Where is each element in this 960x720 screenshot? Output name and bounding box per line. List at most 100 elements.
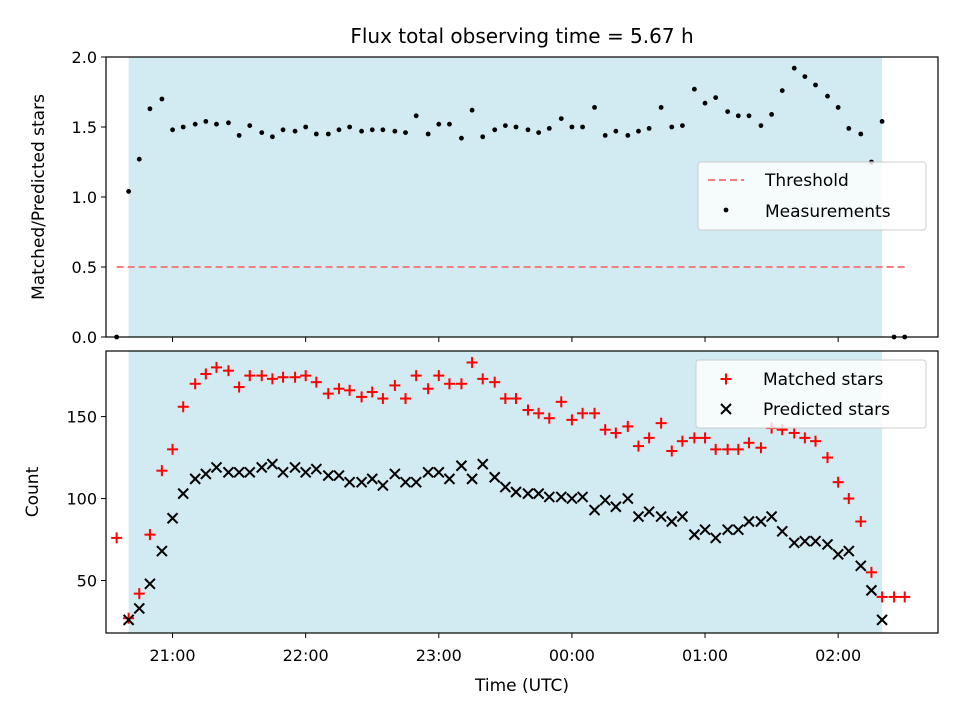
- matched-star-marker: [256, 370, 268, 382]
- matched-star-marker: [443, 378, 455, 390]
- measurement-point: [425, 131, 431, 137]
- measurement-point: [247, 123, 253, 128]
- count-y-tick-label: 50: [77, 572, 97, 591]
- matched-star-marker: [599, 424, 611, 436]
- predicted-star-marker: [721, 524, 734, 536]
- matched-star-marker: [233, 381, 245, 393]
- measurement-point: [779, 88, 785, 93]
- predicted-star-marker: [610, 501, 622, 513]
- predicted-star-marker-b: [676, 510, 689, 523]
- predicted-star-marker-b: [166, 512, 179, 524]
- measurement-point: [492, 127, 498, 133]
- predicted-star-marker-b: [343, 476, 356, 488]
- measurement-point: [835, 105, 841, 110]
- predicted-star-marker: [809, 535, 822, 547]
- matched-star-marker: [344, 384, 356, 396]
- predicted-star-marker-b: [688, 528, 701, 541]
- measurement-point: [447, 121, 452, 127]
- matched-star-marker: [589, 407, 601, 419]
- measurement-point: [746, 113, 752, 119]
- matched-star-marker: [400, 393, 412, 405]
- predicted-star-marker-b: [809, 535, 822, 547]
- predicted-star-marker-b: [522, 487, 534, 500]
- matched-star-marker: [377, 393, 389, 405]
- predicted-star-marker: [366, 473, 378, 485]
- matched-star-marker: [289, 371, 301, 383]
- predicted-star-marker: [399, 476, 412, 488]
- matched-star-marker: [888, 591, 900, 603]
- predicted-star-marker: [655, 510, 667, 523]
- ratio-y-axis-ticks: 0.0 0.5 1.0 1.5 2.0: [72, 48, 106, 347]
- matched-star-marker: [755, 442, 767, 454]
- predicted-star-marker: [776, 525, 788, 538]
- predicted-star-marker-b: [144, 578, 156, 590]
- predicted-star-marker-b: [289, 461, 301, 474]
- measurement-point: [558, 116, 564, 121]
- predicted-star-marker-b: [489, 471, 501, 483]
- predicted-star-marker: [200, 468, 212, 480]
- predicted-star-marker: [622, 492, 634, 505]
- predicted-star-marker: [210, 461, 223, 474]
- predicted-star-marker-b: [322, 469, 335, 482]
- matched-star-marker: [555, 396, 567, 408]
- matched-stars-layer: [111, 356, 911, 624]
- predicted-star-marker-b: [366, 473, 378, 485]
- matched-star-marker: [533, 407, 545, 419]
- time-x-tick-label: 23:00: [416, 646, 462, 665]
- predicted-star-marker: [177, 487, 189, 500]
- ratio-legend: Threshold Measurements: [697, 161, 927, 231]
- predicted-star-marker-b: [189, 473, 201, 485]
- matched-star-marker: [655, 417, 667, 429]
- predicted-star-marker-b: [532, 487, 545, 500]
- matched-star-marker: [156, 465, 168, 477]
- predicted-star-marker: [299, 466, 312, 479]
- count-y-axis-label: Count: [23, 466, 43, 517]
- predicted-star-marker-b: [410, 476, 422, 488]
- predicted-star-marker: [233, 466, 245, 479]
- predicted-star-marker-b: [355, 476, 368, 488]
- matched-star-marker: [832, 476, 844, 488]
- matched-star-marker: [177, 401, 189, 413]
- predicted-star-marker-b: [622, 492, 634, 505]
- measurement-point: [502, 123, 508, 128]
- matched-star-marker: [410, 370, 422, 382]
- matched-star-marker: [855, 516, 867, 528]
- time-x-tick-label: 22:00: [283, 646, 329, 665]
- measurement-point: [825, 93, 830, 99]
- predicted-star-marker-b: [821, 538, 834, 551]
- count-panel-frame: [105, 350, 939, 634]
- predicted-star-marker: [699, 524, 711, 536]
- predicted-star-marker-b: [843, 545, 855, 557]
- predicted-star-marker: [389, 468, 401, 480]
- predicted-star-marker-b: [743, 515, 755, 528]
- matched-star-marker: [477, 373, 489, 385]
- predicted-star-marker-b: [855, 560, 867, 572]
- matched-star-marker: [622, 420, 634, 432]
- predicted-star-marker: [666, 515, 678, 528]
- measurement-point: [136, 156, 142, 162]
- matched-star-marker: [843, 493, 855, 505]
- predicted-star-marker-b: [655, 510, 667, 523]
- predicted-star-marker-b: [299, 466, 312, 479]
- measurement-point: [403, 130, 408, 136]
- matched-star-marker: [643, 432, 655, 444]
- predicted-star-marker-b: [776, 525, 788, 538]
- measurement-point: [546, 125, 552, 131]
- measurement-point: [313, 131, 319, 137]
- predicted-star-marker-b: [510, 486, 522, 498]
- matched-star-marker: [356, 391, 368, 403]
- predicted-star-marker-b: [588, 504, 601, 516]
- time-x-axis-ticks: 21:00 22:00 23:00 00:00 01:00 02:00: [150, 633, 861, 665]
- measurement-point: [413, 113, 419, 119]
- predicted-star-marker-b: [244, 466, 256, 479]
- predicted-stars-layer: [122, 458, 888, 626]
- legend-predicted-swatch-b: [720, 403, 732, 415]
- matched-star-marker: [788, 427, 800, 439]
- predicted-star-marker-b: [310, 463, 323, 475]
- predicted-star-marker-b: [266, 458, 279, 470]
- predicted-star-marker: [643, 505, 655, 518]
- predicted-star-marker: [522, 487, 534, 500]
- measurement-point: [879, 119, 885, 124]
- matched-star-marker: [167, 443, 179, 455]
- measurement-point: [513, 124, 519, 130]
